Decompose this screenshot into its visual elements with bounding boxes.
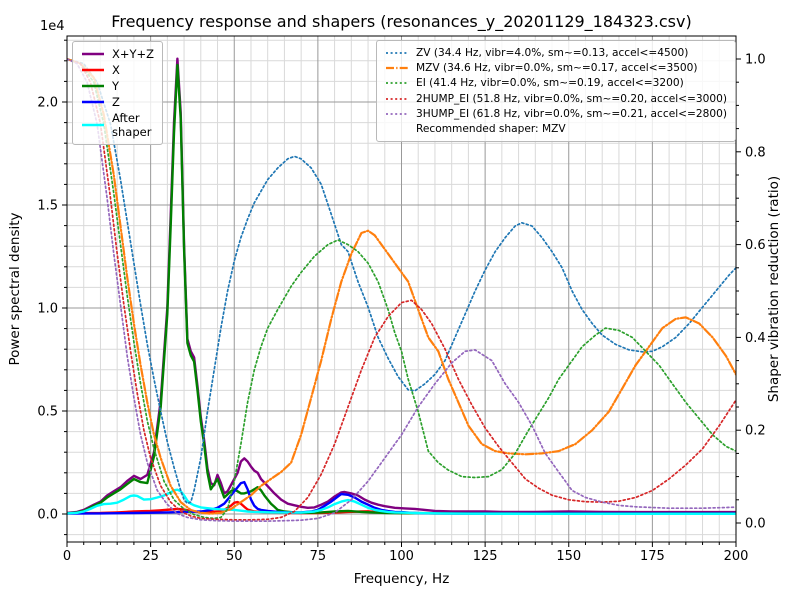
series-after: [67, 488, 736, 515]
legend-item-zv: ZV (34.4 Hz, vibr=4.0%, sm~=0.13, accel<…: [385, 45, 727, 60]
y-left-tick-label: 2.0: [37, 96, 58, 111]
legend-shapers: ZV (34.4 Hz, vibr=4.0%, sm~=0.13, accel<…: [376, 40, 736, 142]
legend-line-sample: [82, 68, 104, 72]
x-tick-label: 150: [556, 549, 581, 564]
chart-title: Frequency response and shapers (resonanc…: [111, 12, 692, 31]
legend-item-z: Z: [81, 94, 154, 110]
series-curves: [67, 57, 736, 522]
y-right-tick-label: 0.8: [745, 145, 766, 160]
legend-line-sample: [82, 100, 104, 104]
x-axis-label: Frequency, Hz: [354, 571, 450, 587]
y-right-tick-label: 0.0: [745, 517, 766, 532]
x-tick-label: 175: [640, 549, 665, 564]
legend-recommended-note: Recommended shaper: MZV: [385, 122, 727, 137]
y-left-tick-label: 1.0: [37, 302, 58, 317]
legend-item-y: Y: [81, 78, 154, 94]
legend-item-label: After shaper: [112, 111, 152, 140]
legend-item-label: X: [112, 63, 120, 78]
legend-item-label: MZV (34.6 Hz, vibr=0.0%, sm~=0.17, accel…: [416, 61, 698, 74]
y-left-tick-label: 0.5: [37, 405, 58, 420]
legend-item-mzv: MZV (34.6 Hz, vibr=0.0%, sm~=0.17, accel…: [385, 60, 727, 75]
y-right-tick-label: 0.2: [745, 424, 766, 439]
legend-item-label: ZV (34.4 Hz, vibr=4.0%, sm~=0.13, accel<…: [416, 46, 689, 59]
legend-line-sample: [386, 97, 408, 100]
legend-item-label: Y: [112, 79, 120, 94]
y-left-tick-label: 1.5: [37, 199, 58, 214]
legend-psd: X+Y+Z X Y Z After shaper: [72, 41, 164, 146]
y-right-tick-label: 1.0: [745, 53, 766, 68]
y-left-tick-label: 0.0: [37, 508, 58, 523]
y-axis-offset-label: 1e4: [40, 19, 65, 34]
x-tick-label: 50: [226, 549, 243, 564]
series-zv: [67, 58, 736, 505]
legend-item-label: 3HUMP_EI (61.8 Hz, vibr=0.0%, sm~=0.21, …: [416, 107, 727, 120]
legend-item-after: After shaper: [81, 110, 154, 140]
legend-item-label: EI (41.4 Hz, vibr=0.0%, sm~=0.19, accel<…: [416, 77, 684, 90]
series-2hump: [67, 58, 736, 521]
legend-note-text: Recommended shaper: MZV: [416, 123, 566, 136]
tick-marks: [62, 39, 741, 547]
legend-line-sample: [82, 84, 104, 88]
legend-line-sample: [82, 52, 104, 56]
legend-item-label: X+Y+Z: [112, 47, 155, 61]
x-tick-label: 0: [63, 549, 71, 564]
legend-item-label: Z: [112, 95, 120, 110]
legend-line-sample: [386, 113, 408, 115]
series-3hump: [67, 58, 736, 522]
legend-line-sample: [386, 51, 408, 54]
x-tick-label: 25: [142, 549, 159, 564]
legend-item-x: X: [81, 62, 154, 78]
x-tick-label: 200: [724, 549, 749, 564]
x-tick-label: 125: [473, 549, 498, 564]
legend-line-sample: [82, 123, 104, 127]
y-right-axis-label: Shaper vibration reduction (ratio): [766, 176, 782, 402]
x-tick-label: 75: [310, 549, 327, 564]
series-ei: [67, 58, 736, 520]
series-mzv: [67, 57, 736, 515]
legend-item-2hump: 2HUMP_EI (51.8 Hz, vibr=0.0%, sm~=0.20, …: [385, 91, 727, 106]
legend-line-sample: [386, 66, 408, 70]
legend-item-ei: EI (41.4 Hz, vibr=0.0%, sm~=0.19, accel<…: [385, 76, 727, 91]
legend-item-xyz: X+Y+Z: [81, 46, 154, 62]
y-right-tick-label: 0.6: [745, 238, 766, 253]
legend-item-label: 2HUMP_EI (51.8 Hz, vibr=0.0%, sm~=0.20, …: [416, 92, 727, 105]
legend-item-3hump: 3HUMP_EI (61.8 Hz, vibr=0.0%, sm~=0.21, …: [385, 106, 727, 121]
axis-titles: Frequency, Hz Power spectral density Shape…: [7, 176, 782, 587]
legend-line-sample: [386, 82, 408, 85]
y-left-axis-label: Power spectral density: [7, 212, 23, 365]
tick-labels: 0 25 50 75 100 125 150 175 200 0.0 0.5 1.0 1.5 2.0 0.0…: [37, 53, 765, 565]
y-right-tick-label: 0.4: [745, 331, 766, 346]
x-tick-label: 100: [389, 549, 414, 564]
